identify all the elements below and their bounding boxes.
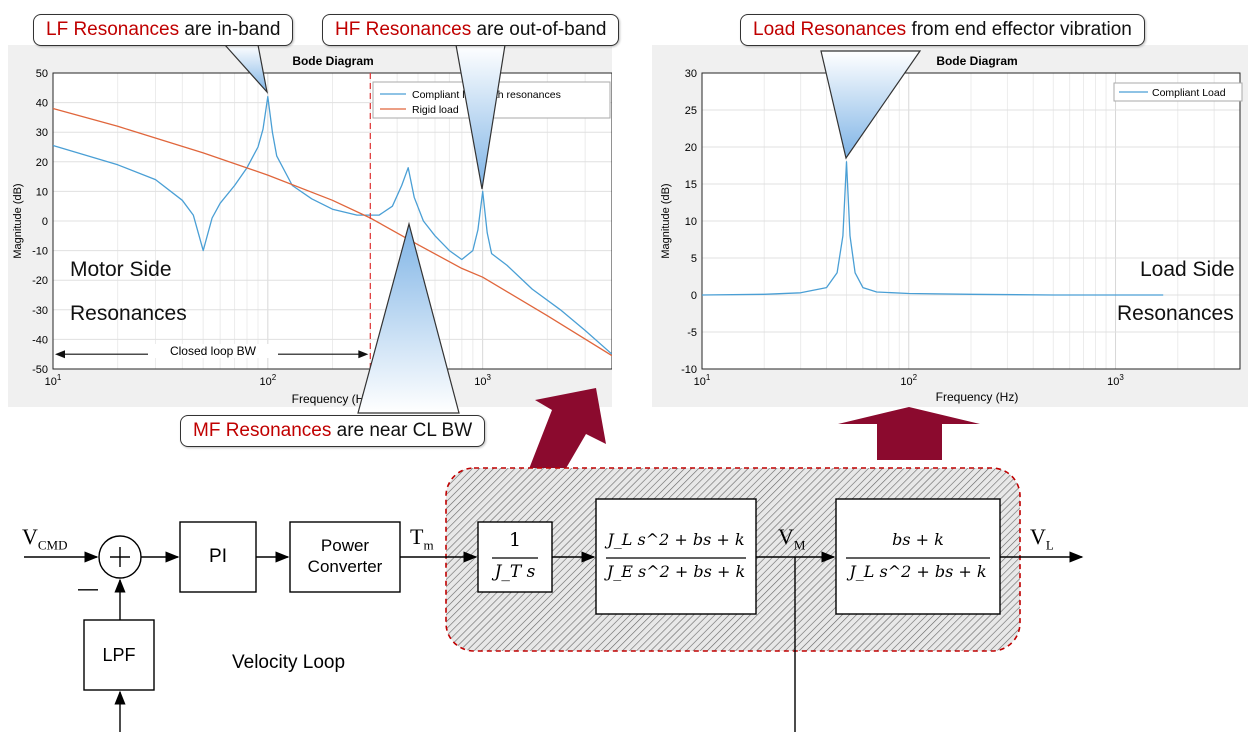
load-callout-rest: from end effector vibration: [906, 19, 1132, 40]
power-converter-label: Power Converter: [307, 536, 383, 576]
y-tick-label: 20: [36, 157, 48, 169]
y-tick-label: 30: [36, 127, 48, 139]
plant2-den: J_L s^2 + bs + k: [849, 562, 987, 581]
plant-to-right-plot-arrow: [838, 407, 980, 460]
x-tick-label: 101: [694, 373, 711, 388]
plant1-num: J_L s^2 + bs + k: [607, 530, 745, 549]
x-tick-label: 102: [259, 373, 276, 388]
integrator-den: J_T s: [494, 562, 536, 582]
left-x-axis-label: Frequency (Hz): [292, 392, 375, 406]
y-tick-label: 10: [36, 186, 48, 198]
legend-compliant-load: Compliant Load: [1152, 87, 1226, 99]
right-bode-svg: Bode Diagram Frequency (Hz) Magnitude (d…: [660, 54, 1243, 404]
y-tick-label: 10: [685, 216, 697, 228]
summer-minus-sign: —: [78, 578, 98, 600]
motor-side-label-1: Motor Side: [70, 258, 172, 281]
legend-rigid: Rigid load: [412, 104, 459, 116]
y-tick-label: 40: [36, 98, 48, 110]
y-tick-label: 0: [42, 216, 48, 228]
series-line: [701, 161, 1164, 296]
bw-arrowhead-left: [55, 350, 65, 359]
right-legend: Compliant Load: [1113, 82, 1243, 102]
summing-junction: [98, 535, 142, 579]
plant1-tf: J_L s^2 + bs + k J_E s^2 + bs + k: [596, 524, 756, 588]
mf-callout: MF Resonances are near CL BW: [180, 415, 486, 447]
left-bode-plot: Bode Diagram Frequency (Hz) Magnitude (d…: [8, 45, 612, 407]
x-tick-label: 103: [474, 373, 491, 388]
lf-callout-rest: are in-band: [179, 19, 281, 40]
left-y-axis-label: Magnitude (dB): [12, 183, 24, 258]
x-tick-label: 102: [900, 373, 917, 388]
y-tick-label: 5: [691, 253, 697, 265]
y-tick-label: 0: [691, 290, 697, 302]
y-tick-label: 20: [685, 142, 697, 154]
right-x-axis-label: Frequency (Hz): [936, 390, 1019, 404]
vcmd-label: VCMD: [22, 524, 68, 553]
y-tick-label: -30: [32, 305, 48, 317]
load-side-label-1: Load Side: [1140, 258, 1235, 281]
plant2-num: bs + k: [892, 530, 944, 549]
vl-label: VL: [1030, 524, 1054, 553]
plant1-den: J_E s^2 + bs + k: [606, 562, 746, 581]
right-plot-title: Bode Diagram: [936, 54, 1017, 68]
integrator-tf: 1 J_T s: [478, 524, 552, 588]
x-tick-label: 101: [45, 373, 62, 388]
left-legend: Compliant load with resonances Rigid loa…: [372, 81, 611, 119]
y-tick-label: -5: [687, 327, 697, 339]
hf-callout: HF Resonances are out-of-band: [322, 14, 620, 46]
y-tick-label: -20: [32, 275, 48, 287]
lf-callout: LF Resonances are in-band: [33, 14, 294, 46]
axes-frame: [52, 72, 612, 370]
vm-label: VM: [778, 524, 806, 553]
y-tick-label: 50: [36, 68, 48, 80]
right-y-axis-label: Magnitude (dB): [660, 183, 672, 258]
torque-label: Tm: [410, 524, 434, 553]
y-tick-label: 30: [685, 68, 697, 80]
closed-loop-bw-label: Closed loop BW: [170, 344, 257, 358]
load-callout: Load Resonances from end effector vibrat…: [740, 14, 1145, 46]
y-tick-label: -50: [32, 364, 48, 376]
right-bode-plot: Bode Diagram Frequency (Hz) Magnitude (d…: [652, 45, 1248, 407]
lpf-label: LPF: [102, 645, 136, 665]
y-tick-label: -10: [681, 364, 697, 376]
plant2-tf: bs + k J_L s^2 + bs + k: [836, 524, 1000, 588]
y-tick-label: 15: [685, 179, 697, 191]
hf-callout-highlight: HF Resonances: [335, 19, 472, 40]
pi-label: PI: [209, 546, 227, 567]
velocity-loop-label: Velocity Loop: [232, 652, 346, 673]
motor-side-label-2: Resonances: [70, 302, 187, 325]
y-tick-label: 25: [685, 105, 697, 117]
x-tick-label: 103: [1107, 373, 1124, 388]
load-side-label-2: Resonances: [1117, 302, 1234, 325]
mf-callout-rest: are near CL BW: [331, 420, 473, 441]
left-plot-title: Bode Diagram: [292, 54, 373, 68]
y-tick-label: -40: [32, 334, 48, 346]
integrator-num: 1: [508, 529, 522, 551]
series-line: [52, 96, 612, 355]
mf-callout-highlight: MF Resonances: [193, 420, 332, 441]
legend-compliant: Compliant load with resonances: [412, 89, 561, 101]
left-bode-svg: Bode Diagram Frequency (Hz) Magnitude (d…: [12, 54, 612, 406]
axes-frame: [701, 72, 1241, 370]
bw-label-bg: [148, 344, 278, 358]
lf-callout-highlight: LF Resonances: [46, 19, 180, 40]
hf-callout-rest: are out-of-band: [471, 19, 607, 40]
load-callout-highlight: Load Resonances: [753, 19, 907, 40]
y-tick-label: -10: [32, 246, 48, 258]
